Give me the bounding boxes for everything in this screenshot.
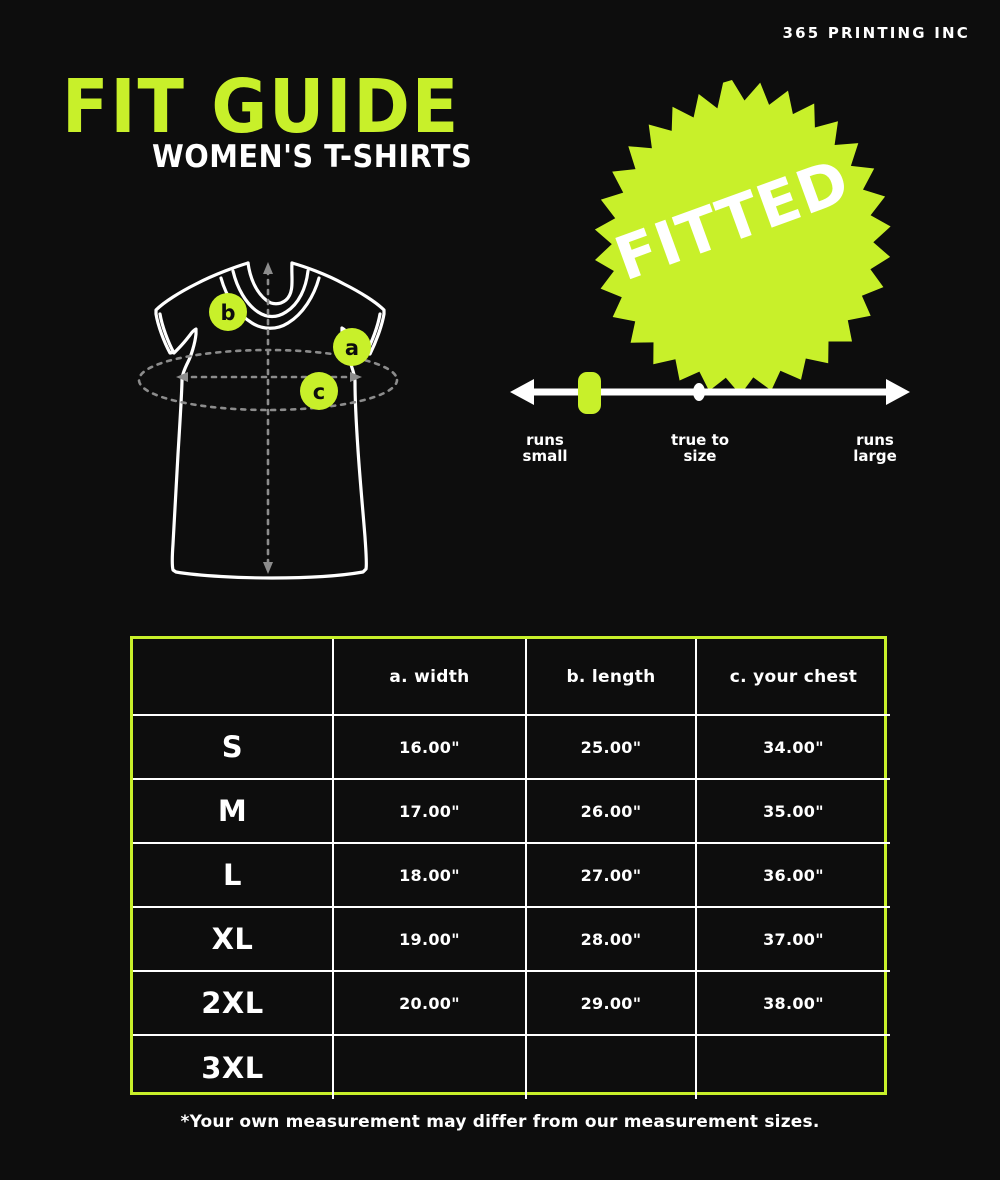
row-chest-value [695, 1034, 890, 1099]
fit-scale-label-small: runs small [522, 431, 568, 465]
starburst-icon [594, 80, 891, 395]
row-length-value: 29.00" [525, 970, 697, 1036]
arrow-left-icon [510, 379, 534, 405]
fit-scale [500, 368, 920, 478]
fit-scale-labels: runs small true to size runs large [500, 430, 920, 480]
row-width-value: 18.00" [332, 842, 527, 908]
row-size-label: XL [133, 906, 334, 972]
true-to-size-dot [693, 383, 705, 401]
arrow-right-icon [886, 379, 910, 405]
row-size-label: M [133, 778, 334, 844]
row-width-value: 20.00" [332, 970, 527, 1036]
table-row: S 16.00" 25.00" 34.00" [133, 714, 890, 780]
row-length-value: 28.00" [525, 906, 697, 972]
marker-a-label: a [345, 336, 359, 360]
row-size-label: 3XL [133, 1034, 334, 1099]
row-chest-value: 37.00" [695, 906, 890, 972]
row-chest-value: 35.00" [695, 778, 890, 844]
size-chart-table: a. width b. length c. your chest S 16.00… [130, 636, 890, 1099]
table-header-width: a. width [332, 639, 527, 716]
row-chest-value: 36.00" [695, 842, 890, 908]
fitted-badge: FITTED [592, 74, 891, 395]
marker-b-badge: b [209, 293, 247, 331]
table-row: XL 19.00" 28.00" 37.00" [133, 906, 890, 972]
row-size-label: 2XL [133, 970, 334, 1036]
fit-scale-label-large: runs large [853, 431, 897, 465]
table-row: 2XL 20.00" 29.00" 38.00" [133, 970, 890, 1036]
row-size-label: S [133, 714, 334, 780]
measurement-arrowheads-icon [176, 262, 362, 574]
table-header-size [133, 639, 334, 716]
row-width-value: 17.00" [332, 778, 527, 844]
fit-scale-label-true: true to size [670, 431, 730, 465]
table-row: 3XL [133, 1034, 890, 1099]
measurement-guides-icon [137, 268, 399, 568]
marker-a-badge: a [333, 328, 371, 366]
table-row: L 18.00" 27.00" 36.00" [133, 842, 890, 908]
row-length-value [525, 1034, 697, 1099]
row-length-value: 26.00" [525, 778, 697, 844]
row-chest-value: 34.00" [695, 714, 890, 780]
table-header-row: a. width b. length c. your chest [133, 639, 890, 716]
fit-position-marker [578, 372, 601, 414]
row-size-label: L [133, 842, 334, 908]
marker-b-label: b [220, 301, 235, 325]
row-length-value: 25.00" [525, 714, 697, 780]
page-title: FIT GUIDE [62, 64, 461, 150]
row-width-value: 16.00" [332, 714, 527, 780]
page-subtitle: WOMEN'S T-SHIRTS [152, 139, 473, 175]
tshirt-outline-icon [154, 261, 386, 580]
table-header-chest: c. your chest [695, 639, 890, 716]
row-width-value: 19.00" [332, 906, 527, 972]
tshirt-diagram: b a c [120, 222, 470, 587]
row-width-value [332, 1034, 527, 1099]
marker-c-badge: c [300, 372, 338, 410]
row-chest-value: 38.00" [695, 970, 890, 1036]
table-row: M 17.00" 26.00" 35.00" [133, 778, 890, 844]
brand-name: 365 PRINTING INC [782, 24, 970, 42]
measurement-disclaimer: *Your own measurement may differ from ou… [180, 1112, 820, 1132]
row-length-value: 27.00" [525, 842, 697, 908]
table-header-length: b. length [525, 639, 697, 716]
marker-c-label: c [313, 380, 325, 404]
